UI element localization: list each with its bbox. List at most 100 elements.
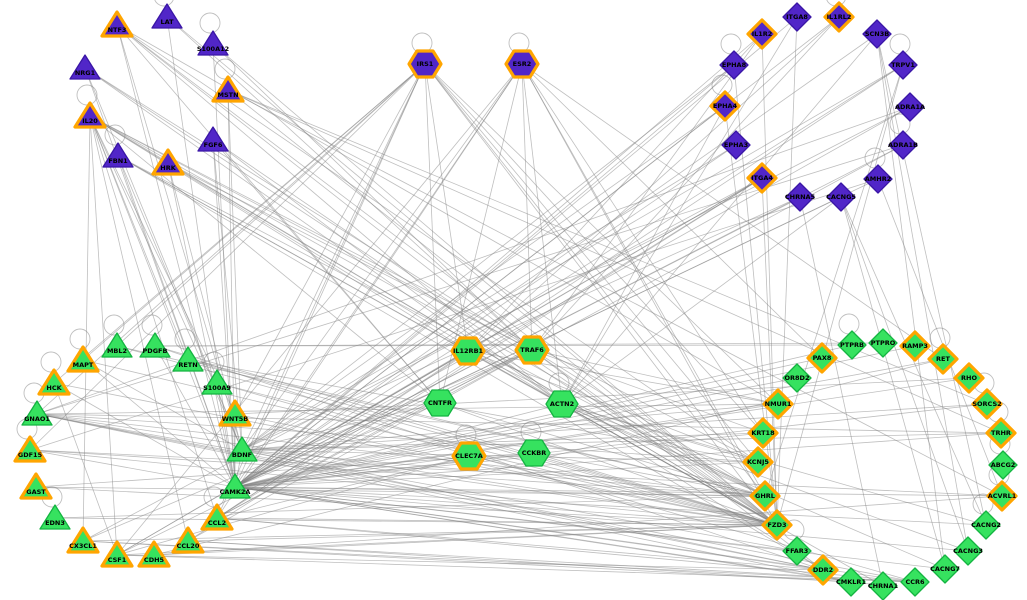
edge: [241, 402, 441, 451]
node-MSTN[interactable]: MSTN: [211, 75, 245, 103]
diamond-shape: [836, 567, 866, 597]
edge: [187, 540, 916, 583]
edge: [241, 144, 737, 451]
edge: [35, 486, 778, 526]
diamond-shape: [888, 130, 918, 160]
node-IL12RB1[interactable]: IL12RB1: [450, 336, 486, 366]
node-ADRA1A[interactable]: ADRA1A: [895, 92, 925, 122]
node-EPHA4[interactable]: EPHA4: [709, 90, 741, 122]
node-SORCS2[interactable]: SORCS2: [971, 388, 1003, 420]
edge: [227, 89, 243, 451]
diamond-shape: [762, 388, 794, 420]
edge: [241, 449, 778, 526]
edge: [89, 115, 189, 361]
edge: [82, 177, 763, 542]
edge: [234, 358, 944, 488]
diamond-shape: [746, 18, 778, 50]
node-TRAF6[interactable]: TRAF6: [514, 335, 550, 365]
edge: [29, 449, 778, 526]
edge: [234, 486, 916, 583]
edge: [840, 196, 969, 552]
triangle-shape: [100, 10, 134, 38]
node-FGF6[interactable]: FGF6: [197, 126, 229, 152]
node-AMHR2[interactable]: AMHR2: [863, 164, 893, 194]
edge: [53, 382, 118, 556]
triangle-shape: [197, 126, 229, 152]
node-EDN3[interactable]: EDN3: [39, 504, 71, 530]
edge: [234, 33, 763, 488]
node-NTF3[interactable]: NTF3: [100, 10, 134, 38]
node-CACNG7[interactable]: CACNG7: [930, 554, 960, 584]
node-CCL2[interactable]: CCL2: [200, 503, 234, 531]
edge: [799, 196, 884, 587]
node-PTPRB[interactable]: PTPRB: [837, 330, 867, 360]
edge: [234, 64, 904, 488]
node-EPHA3[interactable]: EPHA3: [721, 130, 751, 160]
triangle-shape: [139, 332, 171, 358]
triangle-shape: [73, 101, 107, 129]
hexagon-shape: [517, 439, 551, 467]
node-LAT[interactable]: LAT: [151, 3, 183, 29]
edge: [531, 16, 840, 351]
node-SCN3B[interactable]: SCN3B: [862, 19, 892, 49]
node-RAMP3[interactable]: RAMP3: [899, 330, 931, 362]
node-TRHR[interactable]: TRHR: [985, 417, 1017, 449]
node-NRG1[interactable]: NRG1: [69, 54, 101, 80]
edge: [241, 63, 523, 451]
node-ESR2[interactable]: ESR2: [504, 49, 540, 79]
triangle-shape: [39, 504, 71, 530]
node-CLEC7A[interactable]: CLEC7A: [451, 441, 487, 471]
edge: [36, 413, 798, 552]
edge: [82, 540, 916, 583]
edge: [36, 144, 904, 415]
edge: [533, 452, 766, 497]
edge: [439, 402, 778, 526]
node-RETN[interactable]: RETN: [172, 346, 204, 372]
edge: [89, 115, 441, 404]
node-CCR6[interactable]: CCR6: [900, 567, 930, 597]
diamond-shape: [985, 417, 1017, 449]
edge: [227, 89, 988, 405]
edge: [89, 115, 236, 488]
node-IL1RL2[interactable]: IL1RL2: [823, 1, 855, 33]
node-RHO[interactable]: RHO: [953, 362, 985, 394]
node-PTPRO[interactable]: PTPRO: [868, 328, 898, 358]
node-GDF15[interactable]: GDF15: [13, 435, 47, 463]
edge: [29, 178, 879, 451]
triangle-shape: [171, 526, 205, 554]
edge: [116, 349, 533, 556]
node-CSF1[interactable]: CSF1: [100, 540, 134, 568]
node-CCL20[interactable]: CCL20: [171, 526, 205, 554]
diamond-shape: [895, 92, 925, 122]
edge: [212, 139, 441, 404]
diamond-shape: [868, 571, 898, 600]
node-ABCG2[interactable]: ABCG2: [988, 450, 1018, 480]
node-IRS1[interactable]: IRS1: [407, 49, 443, 79]
node-IL1R2[interactable]: IL1R2: [746, 18, 778, 50]
diamond-shape: [806, 342, 838, 374]
edge: [212, 139, 778, 526]
self-loop-LAT: [154, 0, 174, 7]
edge: [561, 16, 798, 405]
node-ACVRL1[interactable]: ACVRL1: [986, 480, 1018, 512]
node-CACNG3[interactable]: CACNG3: [953, 536, 983, 566]
node-CACNG2[interactable]: CACNG2: [971, 510, 1001, 540]
edge: [36, 413, 1002, 434]
node-CX3CL1[interactable]: CX3CL1: [66, 526, 100, 554]
edge: [467, 33, 763, 352]
edge: [116, 554, 824, 571]
edge: [89, 115, 533, 351]
edge: [227, 89, 1002, 434]
diamond-shape: [719, 50, 749, 80]
node-PDGFB[interactable]: PDGFB: [139, 332, 171, 358]
diamond-shape: [782, 536, 812, 566]
edge: [234, 377, 798, 488]
diamond-shape: [988, 450, 1018, 480]
node-RET[interactable]: RET: [927, 343, 959, 375]
edge: [82, 524, 778, 542]
node-ITGA8[interactable]: ITGA8: [782, 2, 812, 32]
node-S100A12[interactable]: S100A12: [197, 30, 229, 56]
node-TRPV1[interactable]: TRPV1: [888, 50, 918, 80]
